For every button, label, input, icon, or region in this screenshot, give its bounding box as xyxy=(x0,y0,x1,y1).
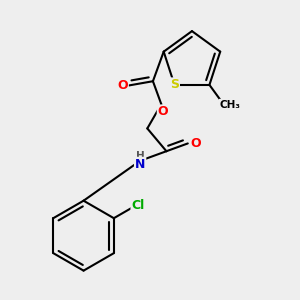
Text: N: N xyxy=(135,158,145,171)
Text: Cl: Cl xyxy=(131,200,145,212)
Text: CH₃: CH₃ xyxy=(220,100,241,110)
Text: O: O xyxy=(190,137,201,150)
Text: O: O xyxy=(158,105,168,119)
Text: H: H xyxy=(136,151,145,160)
Text: S: S xyxy=(170,78,179,92)
Text: O: O xyxy=(117,79,128,92)
